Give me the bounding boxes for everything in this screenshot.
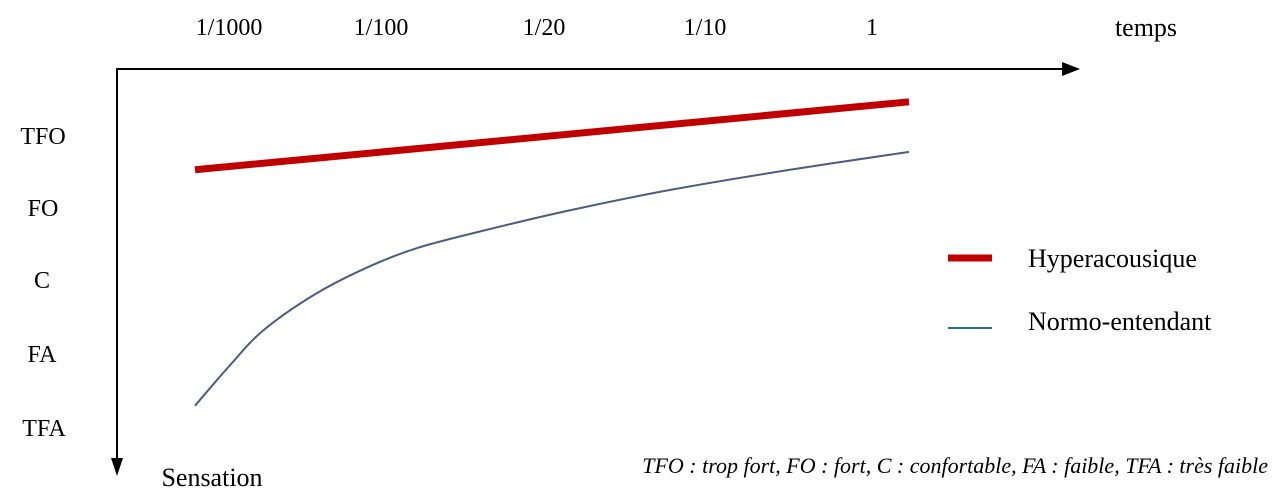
series-line-normo-entendant xyxy=(194,150,910,407)
y-tick-label: FO xyxy=(28,196,59,222)
footnote: TFO : trop fort, FO : fort, C : conforta… xyxy=(642,453,1268,478)
y-tick-labels: TFO FO C FA TFA xyxy=(20,124,66,442)
axes xyxy=(111,62,1080,476)
x-tick-label: 1/100 xyxy=(354,15,409,41)
y-axis-arrow xyxy=(111,458,123,476)
series-layer xyxy=(194,98,910,407)
legend: Hyperacousique Normo-entendant xyxy=(948,244,1212,336)
x-tick-label: 1 xyxy=(866,15,878,41)
legend-label-normo-entendant: Normo-entendant xyxy=(1028,307,1212,336)
y-tick-label: TFO xyxy=(20,124,65,150)
x-axis-label: temps xyxy=(1115,13,1177,42)
y-axis-label: Sensation xyxy=(161,463,262,490)
x-tick-label: 1/20 xyxy=(523,15,566,41)
y-tick-label: TFA xyxy=(22,416,66,442)
x-tick-label: 1/10 xyxy=(684,15,727,41)
y-tick-label: C xyxy=(34,268,50,294)
x-axis-arrow xyxy=(1062,62,1080,76)
x-tick-label: 1/1000 xyxy=(196,15,263,41)
x-tick-labels: 1/1000 1/100 1/20 1/10 1 xyxy=(196,15,878,41)
legend-label-hyperacousique: Hyperacousique xyxy=(1028,244,1197,273)
series-line-hyperacousique xyxy=(194,98,910,174)
y-tick-label: FA xyxy=(28,342,58,368)
